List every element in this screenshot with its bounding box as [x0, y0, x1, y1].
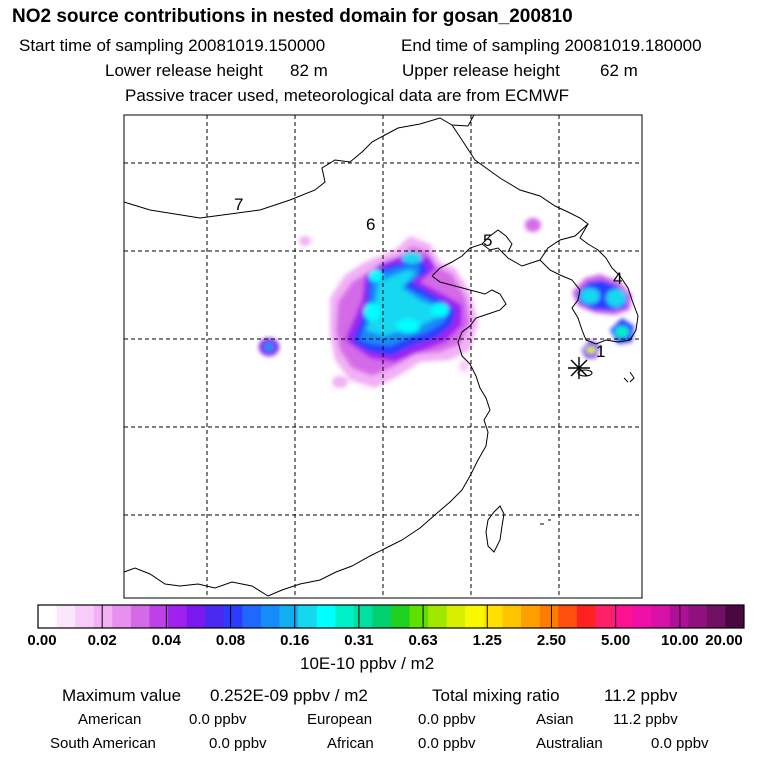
- receptor-asterisk-icon: [568, 357, 590, 379]
- region-value-american: 0.0 ppbv: [189, 711, 247, 728]
- colorbar-swatch: [372, 605, 392, 628]
- colorbar-tick-label: 10.00: [661, 632, 699, 649]
- colorbar-swatch: [613, 605, 633, 628]
- colorbar-swatch: [558, 605, 578, 628]
- colorbar-swatch: [651, 605, 671, 628]
- end-time-label: End time of sampling 20081019.180000: [401, 36, 702, 55]
- colorbar-tick-label: 0.02: [87, 632, 117, 649]
- region-label-6: 6: [366, 215, 375, 234]
- colorbar-swatch: [149, 605, 169, 628]
- total-mixing-value: 11.2 ppbv: [604, 686, 678, 705]
- colorbar-swatch: [725, 605, 745, 628]
- colorbar-swatch: [483, 605, 503, 628]
- colorbar-swatch: [316, 605, 336, 628]
- colorbar-tick-label: 1.25: [472, 632, 502, 649]
- colorbar: [38, 605, 745, 628]
- colorbar-tick-label: 0.31: [344, 632, 374, 649]
- colorbar-tick-label: 20.00: [705, 632, 743, 649]
- region-name-australian: Australian: [536, 735, 603, 752]
- colorbar-swatch: [75, 605, 95, 628]
- colorbar-swatch: [205, 605, 225, 628]
- region-name-asian: Asian: [536, 711, 574, 728]
- colorbar-tick-label: 2.50: [536, 632, 567, 649]
- colorbar-tick-label: 0.04: [151, 632, 181, 649]
- colorbar-swatch: [335, 605, 355, 628]
- colorbar-swatch: [168, 605, 188, 628]
- region-name-european: European: [307, 711, 373, 728]
- colorbar-swatch: [112, 605, 132, 628]
- colorbar-swatch: [260, 605, 280, 628]
- colorbar-swatch: [353, 605, 373, 628]
- region-label-4: 4: [613, 269, 622, 288]
- region-label-1: 1: [596, 342, 605, 361]
- region-label-7: 7: [234, 195, 243, 214]
- region-name-american: American: [78, 711, 142, 728]
- upper-height-label: Upper release height: [402, 61, 560, 80]
- coastlines: [123, 114, 639, 597]
- colorbar-frame: [37, 604, 745, 629]
- colorbar-swatch: [706, 605, 726, 628]
- colorbar-swatch: [688, 605, 708, 628]
- total-mixing-label: Total mixing ratio: [432, 686, 560, 705]
- concentration-field: [259, 218, 634, 388]
- colorbar-swatch: [223, 605, 243, 628]
- colorbar-tick-label: 0.63: [408, 632, 438, 649]
- colorbar-swatch: [93, 605, 113, 628]
- colorbar-swatch: [465, 605, 485, 628]
- region-label-5: 5: [483, 231, 492, 250]
- region-name-african: African: [327, 735, 374, 752]
- colorbar-swatch: [186, 605, 206, 628]
- start-time-label: Start time of sampling 20081019.150000: [19, 36, 326, 55]
- colorbar-swatch: [242, 605, 262, 628]
- colorbar-swatch: [669, 605, 689, 628]
- colorbar-tick-label: 0.08: [215, 632, 246, 649]
- colorbar-swatch: [409, 605, 429, 628]
- region-value-european: 0.0 ppbv: [418, 711, 476, 728]
- colorbar-swatch: [502, 605, 522, 628]
- colorbar-swatch: [130, 605, 150, 628]
- region-value-australian: 0.0 ppbv: [651, 735, 709, 752]
- colorbar-swatch: [446, 605, 466, 628]
- colorbar-tick-label: 0.16: [280, 632, 310, 649]
- colorbar-swatch: [279, 605, 299, 628]
- colorbar-swatch: [595, 605, 615, 628]
- tracer-note: Passive tracer used, meteorological data…: [125, 86, 570, 105]
- region-value-south-american: 0.0 ppbv: [209, 735, 267, 752]
- colorbar-swatch: [539, 605, 559, 628]
- lower-height-value: 82 m: [290, 61, 328, 80]
- region-name-south-american: South American: [50, 735, 156, 752]
- colorbar-swatch: [391, 605, 410, 628]
- plot-title: NO2 source contributions in nested domai…: [12, 6, 573, 27]
- region-value-african: 0.0 ppbv: [418, 735, 476, 752]
- colorbar-unit: 10E-10 ppbv / m2: [300, 654, 435, 673]
- lower-height-label: Lower release height: [105, 61, 263, 80]
- colorbar-swatch: [428, 605, 448, 628]
- colorbar-tick-label: 5.00: [601, 632, 631, 649]
- colorbar-swatch: [56, 605, 76, 628]
- grid-lines: [124, 115, 642, 598]
- colorbar-swatch: [38, 605, 57, 628]
- max-value: 0.252E-09 ppbv / m2: [210, 686, 368, 705]
- colorbar-tick-label: 0.00: [27, 632, 57, 649]
- colorbar-swatch: [632, 605, 652, 628]
- max-value-label: Maximum value: [62, 686, 182, 705]
- upper-height-value: 62 m: [600, 61, 638, 80]
- colorbar-swatch: [521, 605, 541, 628]
- colorbar-swatch: [298, 605, 318, 628]
- region-value-asian: 11.2 ppbv: [613, 711, 678, 728]
- colorbar-swatch: [576, 605, 596, 628]
